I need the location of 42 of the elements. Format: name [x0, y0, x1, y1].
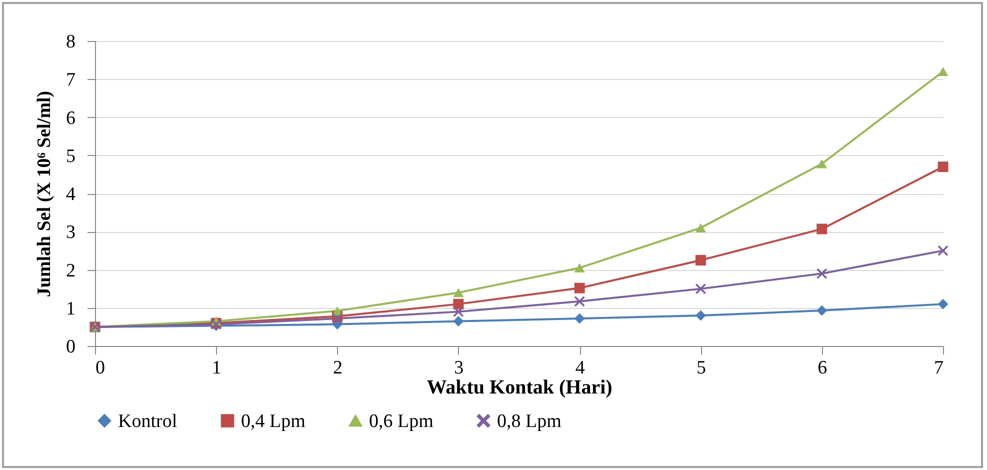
point — [695, 310, 706, 321]
x-tick-label: 7 — [934, 358, 944, 378]
point — [816, 159, 828, 168]
y-tick-label: 2 — [66, 260, 76, 282]
y-tick-label: 0 — [66, 336, 76, 358]
point — [574, 263, 585, 272]
point — [938, 298, 948, 310]
point — [695, 254, 706, 266]
y-tick-label: 3 — [66, 222, 76, 244]
y-tick-label: 4 — [66, 184, 76, 205]
x-axis-title: Waktu Kontak (Hari) — [426, 376, 612, 398]
y-tick-label: 1 — [66, 298, 76, 320]
point — [938, 66, 948, 76]
y-tick-label: 5 — [66, 146, 76, 167]
point — [816, 224, 828, 234]
x-tick-label: 6 — [818, 358, 828, 378]
point — [695, 284, 706, 294]
legend-label: 0,6 Lpm — [369, 410, 434, 432]
point — [574, 296, 585, 307]
point — [816, 305, 828, 316]
y-tick-label: 8 — [66, 32, 76, 52]
point — [453, 306, 464, 317]
y-tick-label: 7 — [66, 70, 76, 91]
legend-label: 0,8 Lpm — [497, 410, 562, 432]
point — [453, 288, 464, 298]
point — [574, 313, 585, 324]
legend-label: 0,4 Lpm — [241, 410, 306, 432]
x-tick-label: 1 — [212, 358, 222, 378]
x-tick-label: 3 — [454, 358, 464, 378]
x-tick-label: 2 — [333, 358, 343, 378]
x-tick-label: 4 — [575, 358, 586, 378]
x-tick-label: 5 — [696, 358, 706, 378]
point — [938, 162, 948, 172]
point — [695, 223, 706, 232]
y-axis-title: Jumlah Sel (X 10⁶ Sel/ml) — [34, 90, 55, 298]
x-tick-label: 0 — [96, 358, 105, 378]
y-tick-label: 6 — [66, 108, 76, 129]
point — [816, 268, 828, 279]
point — [938, 245, 948, 256]
legend-label: Kontrol — [118, 410, 178, 432]
point — [574, 282, 585, 294]
point — [453, 316, 464, 326]
